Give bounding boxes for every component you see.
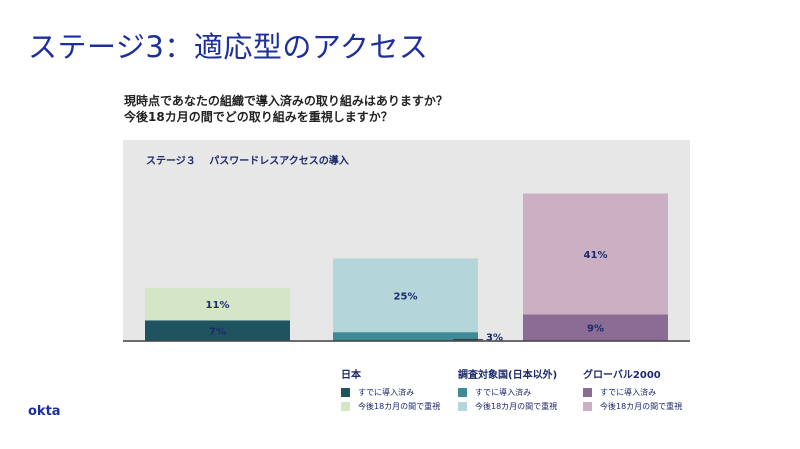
legend-heading: グローバル2000 [583, 370, 661, 381]
bar-segment [523, 314, 668, 341]
okta-logo: okta [28, 404, 61, 419]
bar-segment [333, 332, 478, 341]
legend-label: すでに導入済み [600, 388, 657, 397]
data-label: 7% [209, 327, 226, 338]
question-2: 今後18カ月の間でどの取り組みを重視しますか？ [124, 110, 393, 124]
legend-other-countries: 調査対象国(日本以外) すでに導入済み 今後18カ月の間で重視 [458, 366, 557, 415]
chart-title: ステージ３ パスワードレスアクセスの導入 [146, 156, 349, 167]
legend-heading: 調査対象国(日本以外) [458, 370, 558, 381]
legend-swatch [341, 402, 350, 411]
legend-japan: 日本 すでに導入済み 今後18カ月の間で重視 [341, 366, 440, 415]
data-label: 25% [394, 291, 418, 302]
legend-swatch [341, 388, 350, 397]
legend-heading: 日本 [341, 370, 361, 381]
bar-segment [145, 287, 290, 321]
data-label: 41% [584, 250, 608, 261]
legend-label: すでに導入済み [358, 388, 415, 397]
data-label: 3% [486, 333, 503, 344]
bar-segment [523, 193, 668, 315]
data-label: 11% [206, 300, 230, 311]
page-title: ステージ3：適応型のアクセス [28, 30, 429, 64]
legend-swatch [458, 388, 467, 397]
question-1: 現時点であなたの組織で導入済みの取り組みはありますか？ [124, 94, 448, 108]
legend-label: 今後18カ月の間で重視 [358, 402, 441, 411]
legend-global2000: グローバル2000 すでに導入済み 今後18カ月の間で重視 [583, 366, 682, 415]
legend-swatch [583, 402, 592, 411]
bar-segment [333, 258, 478, 333]
legend-swatch [458, 402, 467, 411]
legend-label: 今後18カ月の間で重視 [475, 402, 558, 411]
legend-label: 今後18カ月の間で重視 [600, 402, 683, 411]
bar-segment [145, 320, 290, 341]
legend-swatch [583, 388, 592, 397]
data-label: 9% [587, 324, 604, 335]
legend-label: すでに導入済み [475, 388, 532, 397]
